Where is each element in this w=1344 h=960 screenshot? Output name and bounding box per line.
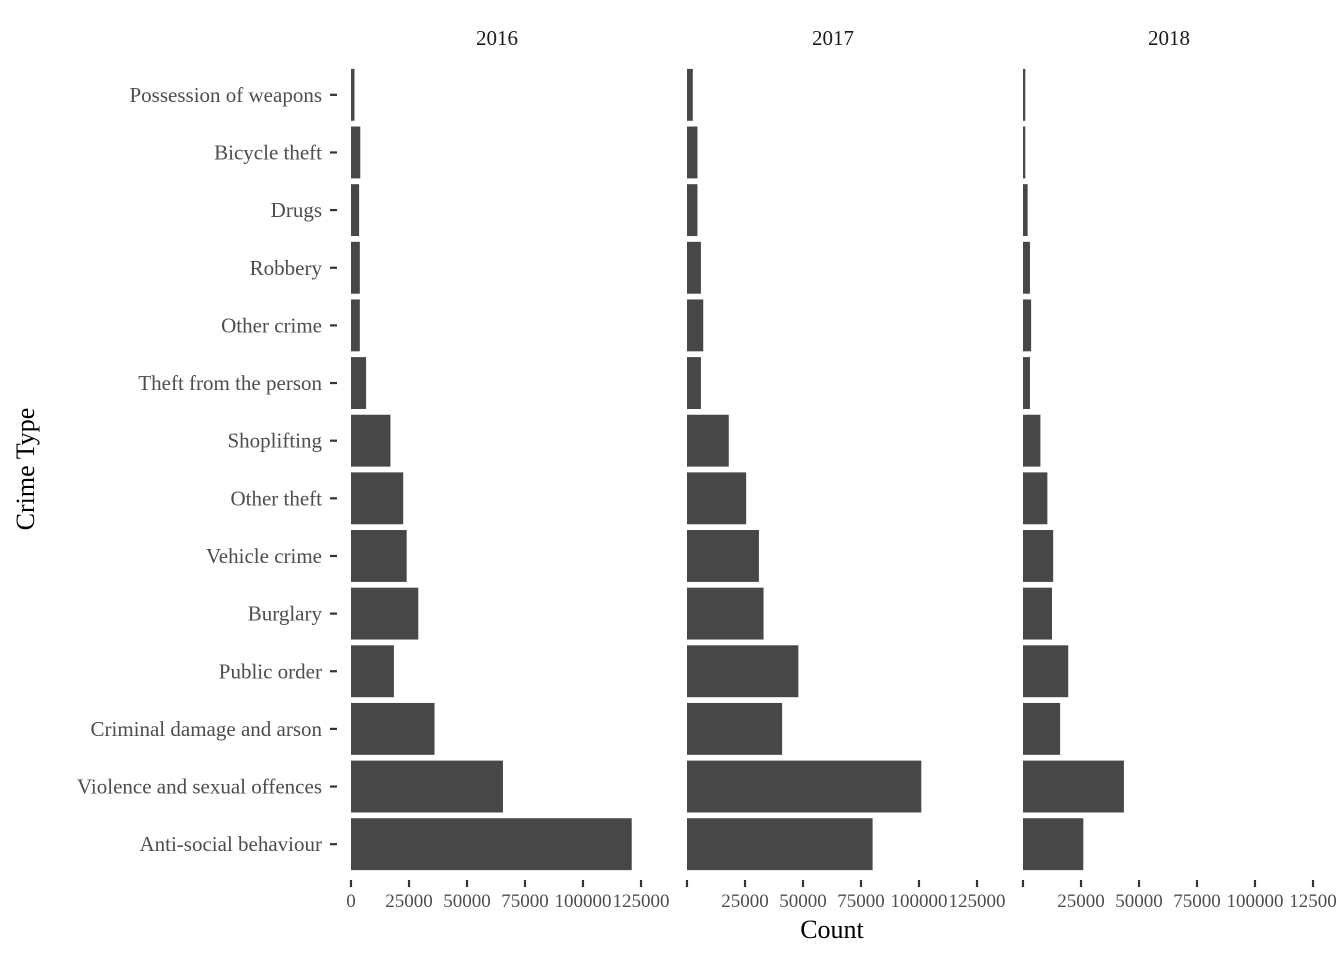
bar-possession-of-weapons (687, 68, 693, 121)
bar-theft-from-the-person (687, 357, 701, 409)
y-tick-label: Vehicle crime (206, 544, 322, 568)
bar-criminal-damage-and-arson (687, 702, 783, 755)
bar-anti-social-behaviour (1023, 818, 1084, 871)
x-tick-label: 50000 (779, 891, 827, 912)
bar-burglary (687, 587, 764, 640)
bar-criminal-damage-and-arson (351, 702, 435, 755)
bar-shoplifting (351, 414, 391, 467)
bar-violence-and-sexual-offences (687, 760, 922, 813)
bar-bicycle-theft (687, 126, 698, 179)
bar-other-crime (687, 299, 704, 352)
bar-bicycle-theft (1023, 126, 1026, 179)
y-tick-label: Burglary (248, 602, 323, 626)
bar-possession-of-weapons (351, 68, 355, 121)
x-tick-label: 100000 (1227, 891, 1284, 912)
bar-robbery (351, 241, 360, 294)
y-axis: Possession of weapons Bicycle theft Drugs R… (77, 83, 337, 856)
x-tick-label: 25000 (721, 891, 769, 912)
y-axis-title: Crime Type (11, 408, 40, 531)
bar-violence-and-sexual-offences (351, 760, 503, 813)
bar-public-order (351, 645, 394, 698)
x-tick-label: 25000 (1057, 891, 1105, 912)
panel-2018: 2018 25000 50000 75000 100000 12500 (1021, 26, 1337, 912)
bar-bicycle-theft (351, 126, 361, 179)
y-tick-label: Robbery (250, 256, 323, 280)
bar-vehicle-crime (1023, 530, 1054, 582)
bar-drugs (351, 184, 360, 237)
bar-shoplifting (687, 414, 729, 467)
bar-criminal-damage-and-arson (1023, 702, 1061, 755)
y-tick-label: Public order (219, 659, 322, 683)
panel-2016: 2016 0 25000 50000 75000 100000 125000 (346, 26, 669, 912)
x-tick-label: 75000 (1173, 891, 1221, 912)
bar-theft-from-the-person (1023, 357, 1030, 409)
x-tick-label: 125000 (949, 891, 1006, 912)
x-tick-label: 25000 (385, 891, 433, 912)
y-tick-label: Shoplifting (227, 429, 322, 453)
x-tick-label: 75000 (837, 891, 885, 912)
bar-other-crime (351, 299, 360, 352)
panel-title: 2016 (476, 26, 518, 50)
bar-anti-social-behaviour (351, 818, 632, 871)
panel-2017: 2017 25000 50000 75000 100000 125000 (685, 26, 1006, 912)
x-tick-label: 100000 (891, 891, 948, 912)
bar-other-crime (1023, 299, 1032, 352)
x-axis-title: Count (800, 915, 864, 944)
bar-violence-and-sexual-offences (1023, 760, 1124, 813)
bar-shoplifting (1023, 414, 1041, 467)
bar-drugs (687, 184, 698, 237)
x-tick-label: 125000 (613, 891, 670, 912)
y-tick-label: Anti-social behaviour (139, 832, 322, 856)
bar-public-order (687, 645, 799, 698)
y-tick-label: Other crime (221, 313, 322, 337)
x-tick-label: 0 (346, 891, 356, 912)
bar-possession-of-weapons (1023, 68, 1026, 121)
x-tick-label: 50000 (443, 891, 491, 912)
bar-vehicle-crime (351, 530, 407, 582)
y-tick-label: Violence and sexual offences (77, 775, 322, 799)
x-tick-label: 12500 (1289, 891, 1337, 912)
panel-title: 2017 (812, 26, 854, 50)
bar-vehicle-crime (687, 530, 759, 582)
bar-other-theft (351, 472, 404, 525)
bar-robbery (1023, 241, 1030, 294)
panel-title: 2018 (1148, 26, 1190, 50)
y-tick-label: Other theft (230, 486, 322, 510)
y-tick-label: Bicycle theft (214, 140, 322, 164)
bar-other-theft (1023, 472, 1048, 525)
bar-robbery (687, 241, 701, 294)
x-tick-label: 100000 (555, 891, 612, 912)
bar-public-order (1023, 645, 1069, 698)
bar-burglary (351, 587, 419, 640)
x-tick-label: 75000 (501, 891, 549, 912)
bar-burglary (1023, 587, 1052, 640)
bar-drugs (1023, 184, 1028, 237)
x-tick-label: 50000 (1115, 891, 1163, 912)
bar-other-theft (687, 472, 747, 525)
y-tick-label: Criminal damage and arson (90, 717, 322, 741)
y-tick-label: Theft from the person (138, 371, 322, 395)
bar-theft-from-the-person (351, 357, 367, 409)
bar-anti-social-behaviour (687, 818, 873, 871)
y-tick-label: Possession of weapons (130, 83, 323, 107)
y-tick-label: Drugs (271, 198, 322, 222)
